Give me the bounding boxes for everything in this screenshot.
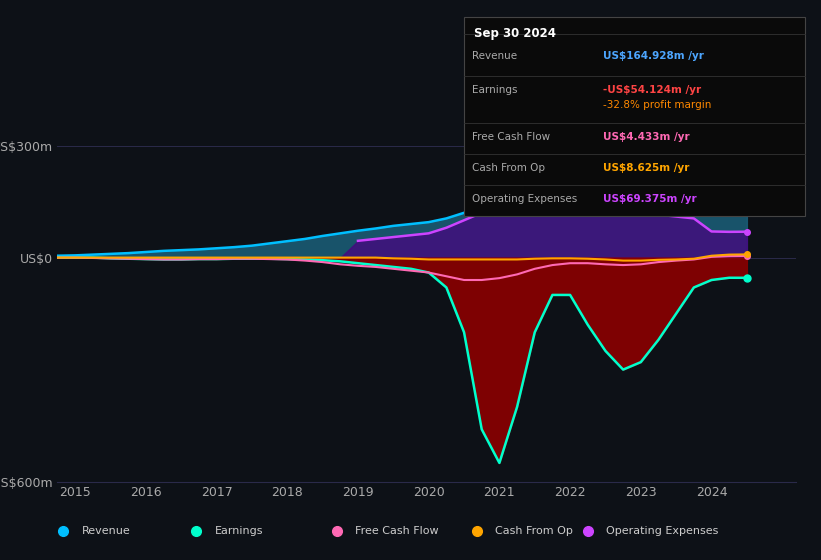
Text: -32.8% profit margin: -32.8% profit margin xyxy=(603,100,712,110)
Text: Operating Expenses: Operating Expenses xyxy=(472,194,577,204)
Text: Revenue: Revenue xyxy=(82,526,131,535)
Text: US$164.928m /yr: US$164.928m /yr xyxy=(603,51,704,61)
Text: Cash From Op: Cash From Op xyxy=(496,526,573,535)
Text: Free Cash Flow: Free Cash Flow xyxy=(355,526,438,535)
Text: US$69.375m /yr: US$69.375m /yr xyxy=(603,194,697,204)
Text: Revenue: Revenue xyxy=(472,51,517,61)
Text: Cash From Op: Cash From Op xyxy=(472,163,545,173)
Text: US$8.625m /yr: US$8.625m /yr xyxy=(603,163,690,173)
Text: Free Cash Flow: Free Cash Flow xyxy=(472,132,550,142)
Text: -US$54.124m /yr: -US$54.124m /yr xyxy=(603,85,702,95)
Text: Sep 30 2024: Sep 30 2024 xyxy=(474,27,556,40)
Text: Operating Expenses: Operating Expenses xyxy=(606,526,718,535)
Text: US$4.433m /yr: US$4.433m /yr xyxy=(603,132,690,142)
Text: Earnings: Earnings xyxy=(215,526,264,535)
Text: Earnings: Earnings xyxy=(472,85,517,95)
